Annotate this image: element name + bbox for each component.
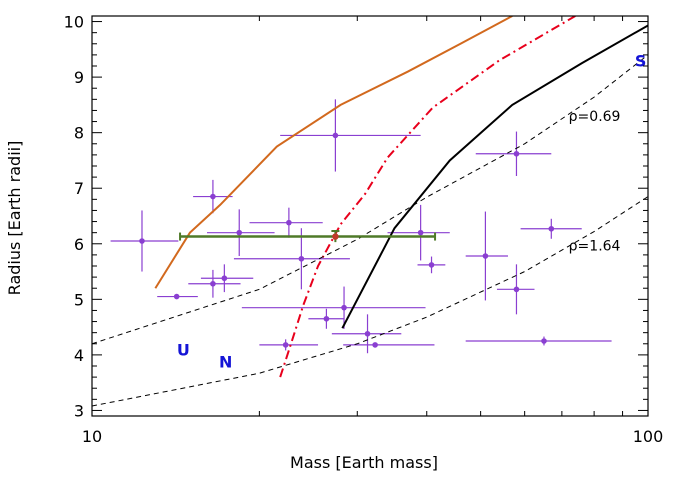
data-point — [417, 256, 446, 274]
x-tick-label: 100 — [633, 427, 664, 446]
point-marker — [513, 286, 520, 293]
data-point — [200, 264, 254, 293]
point-marker — [548, 225, 555, 232]
y-axis-label: Radius [Earth radii] — [5, 141, 24, 296]
y-tick-label: 3 — [74, 401, 84, 420]
x-axis-label: Mass [Earth mass] — [290, 453, 438, 472]
data-point — [157, 293, 198, 300]
point-marker — [139, 238, 145, 244]
y-tick-label: 4 — [74, 346, 84, 365]
point-marker — [210, 280, 216, 287]
curve-solid — [341, 24, 648, 329]
x-tick-label: 10 — [82, 427, 102, 446]
point-marker — [372, 342, 378, 348]
point-marker — [298, 255, 305, 262]
point-marker — [541, 338, 547, 344]
curve-solid — [154, 16, 513, 289]
planet-label: U — [177, 340, 190, 359]
data-point — [520, 218, 582, 239]
data-point — [331, 314, 402, 354]
curve-label: ρ=0.69 — [569, 109, 621, 125]
data-point — [475, 131, 552, 176]
curve-label: ρ=1.64 — [569, 238, 621, 254]
data-point — [465, 336, 612, 346]
curve-dashed — [92, 54, 648, 345]
data-point — [188, 269, 241, 298]
highlight-point — [179, 230, 437, 243]
plot-content: ρ=0.69 ρ=1.64 U N S — [92, 16, 648, 407]
curve-dashdot — [279, 16, 576, 378]
axes: 10 100 3 4 5 6 7 8 9 10 — [64, 13, 664, 446]
point-marker — [221, 275, 228, 282]
point-marker — [332, 132, 339, 139]
point-marker — [286, 219, 292, 226]
y-tick-label: 8 — [74, 124, 84, 143]
y-tick-label: 7 — [74, 179, 84, 198]
data-point — [496, 264, 535, 315]
point-marker — [236, 229, 243, 236]
point-marker — [173, 293, 180, 300]
point-marker — [364, 330, 371, 337]
planet-label: S — [635, 51, 647, 70]
data-point — [249, 207, 323, 238]
data-point — [206, 209, 275, 256]
point-marker — [341, 304, 347, 311]
y-tick-label: 5 — [74, 290, 84, 309]
data-point — [387, 204, 450, 261]
point-marker — [513, 150, 520, 157]
data-point — [465, 211, 508, 301]
data-point — [241, 286, 426, 329]
y-tick-label: 6 — [74, 235, 84, 254]
point-marker — [332, 233, 339, 240]
curve-dashed — [92, 196, 648, 407]
data-point — [308, 308, 345, 329]
data-point — [343, 342, 435, 348]
planet-label: N — [219, 353, 232, 372]
point-marker — [323, 315, 330, 322]
plot-frame — [91, 15, 649, 417]
point-marker — [482, 253, 489, 259]
point-marker — [210, 193, 216, 200]
data-point — [280, 99, 421, 172]
data-point — [259, 339, 319, 351]
data-point — [193, 179, 233, 214]
data-point — [233, 228, 350, 290]
point-marker — [282, 342, 289, 348]
data-point — [110, 210, 179, 272]
y-tick-label: 9 — [74, 68, 84, 87]
point-marker — [428, 262, 435, 268]
y-tick-label: 10 — [64, 13, 84, 32]
point-marker — [417, 229, 424, 236]
